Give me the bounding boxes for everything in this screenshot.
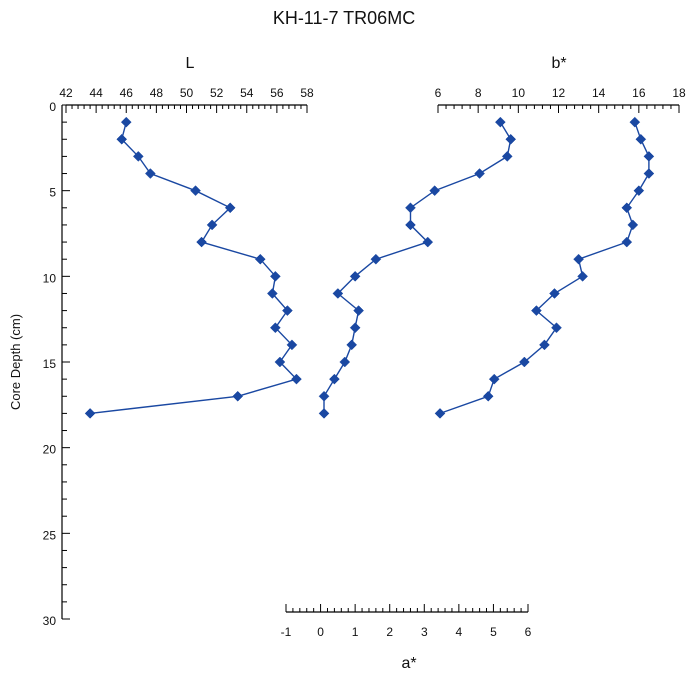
b-star-data-point: [629, 116, 641, 128]
a-star-data-point: [318, 390, 330, 402]
a-star-data-point: [505, 133, 517, 145]
a-star-data-point: [474, 168, 485, 179]
l-data-point: [132, 151, 144, 162]
a-star-data-point: [494, 116, 506, 128]
y-tick-label: 10: [43, 271, 57, 285]
a-star-data-point: [422, 236, 434, 248]
a-star-data-point: [370, 253, 382, 265]
l-data-point: [282, 305, 293, 316]
chart-title: KH-11-7 TR06MC: [272, 8, 416, 28]
b-star-tick-label: 16: [632, 86, 646, 100]
y-tick-label: 20: [43, 443, 57, 457]
y-tick-label: 25: [43, 528, 57, 542]
y-tick-label: 0: [49, 100, 56, 114]
l-axis-label: L: [186, 55, 195, 72]
l-data-point: [267, 288, 278, 299]
b-star-data-point: [621, 202, 633, 214]
b-star-tick-label: 12: [552, 86, 566, 100]
a-star-data-point: [349, 322, 361, 334]
series-layer: [84, 116, 655, 419]
a-star-tick-label: 2: [386, 625, 393, 639]
l-data-point: [270, 322, 281, 334]
y-tick-label: 15: [43, 357, 57, 371]
l-data-point: [254, 253, 266, 265]
a-star-data-point: [405, 219, 416, 231]
l-tick-label: 48: [150, 86, 164, 100]
l-tick-label: 56: [270, 86, 284, 100]
a-star-tick-label: 4: [456, 625, 463, 639]
b-star-data-point: [434, 408, 446, 419]
b-star-tick-label: 18: [672, 86, 686, 100]
b-star-tick-label: 10: [512, 86, 526, 100]
b-star-data-point: [531, 305, 542, 316]
b-star-data-point: [577, 270, 588, 282]
a-star-data-point: [353, 305, 364, 316]
l-tick-label: 42: [59, 86, 73, 100]
l-tick-label: 44: [89, 86, 103, 100]
b-star-data-point: [482, 390, 494, 402]
a-star-data-point: [332, 288, 344, 299]
l-data-point: [120, 116, 132, 128]
b-star-tick-label: 14: [592, 86, 606, 100]
l-data-point: [116, 133, 128, 145]
l-data-point: [274, 356, 286, 368]
a-star-data-point: [349, 270, 361, 282]
l-data-point: [84, 408, 96, 419]
y-axis-label: Core Depth (cm): [8, 314, 23, 410]
l-data-point: [232, 390, 244, 402]
b-star-series-line: [439, 121, 650, 415]
b-star-data-point: [633, 185, 645, 197]
b-star-data-point: [643, 168, 655, 179]
b-star-axis-label: b*: [551, 55, 566, 72]
l-tick-label: 58: [300, 86, 314, 100]
l-tick-label: 46: [120, 86, 134, 100]
a-star-data-point: [339, 356, 351, 368]
a-star-data-point: [329, 373, 340, 385]
a-star-tick-label: 3: [421, 625, 428, 639]
b-star-data-point: [573, 253, 584, 265]
l-data-point: [206, 219, 218, 231]
l-data-point: [270, 270, 281, 282]
a-star-axis-label: a*: [401, 655, 416, 672]
a-star-series-line: [323, 121, 512, 414]
b-star-data-point: [539, 339, 550, 351]
b-star-data-point: [621, 236, 633, 248]
a-star-data-point: [405, 202, 416, 214]
axes-layer: [61, 104, 680, 620]
a-star-tick-label: 5: [490, 625, 497, 639]
a-star-data-point: [346, 339, 358, 351]
b-star-data-point: [627, 219, 639, 231]
y-tick-label: 5: [49, 186, 56, 200]
b-star-tick-label: 6: [435, 86, 442, 100]
l-data-point: [144, 168, 156, 179]
a-star-tick-label: -1: [281, 625, 292, 639]
a-star-data-point: [318, 408, 330, 419]
l-tick-label: 50: [180, 86, 194, 100]
b-star-data-point: [635, 133, 647, 145]
l-data-point: [190, 185, 201, 197]
a-star-tick-label: 0: [317, 625, 324, 639]
l-data-point: [291, 373, 302, 385]
y-tick-label: 30: [43, 614, 57, 628]
b-star-data-point: [488, 373, 500, 385]
l-series-line: [90, 121, 298, 415]
l-data-point: [196, 236, 207, 248]
a-star-tick-label: 6: [525, 625, 532, 639]
l-data-point: [224, 202, 236, 214]
l-data-point: [286, 339, 298, 351]
l-tick-label: 54: [240, 86, 254, 100]
a-star-data-point: [501, 151, 513, 162]
a-star-tick-label: 1: [352, 625, 359, 639]
b-star-data-point: [643, 151, 655, 162]
b-star-data-point: [549, 288, 560, 299]
a-star-data-point: [429, 185, 441, 197]
b-star-tick-label: 8: [475, 86, 482, 100]
l-tick-label: 52: [210, 86, 224, 100]
b-star-data-point: [551, 322, 562, 334]
b-star-data-point: [519, 356, 530, 368]
